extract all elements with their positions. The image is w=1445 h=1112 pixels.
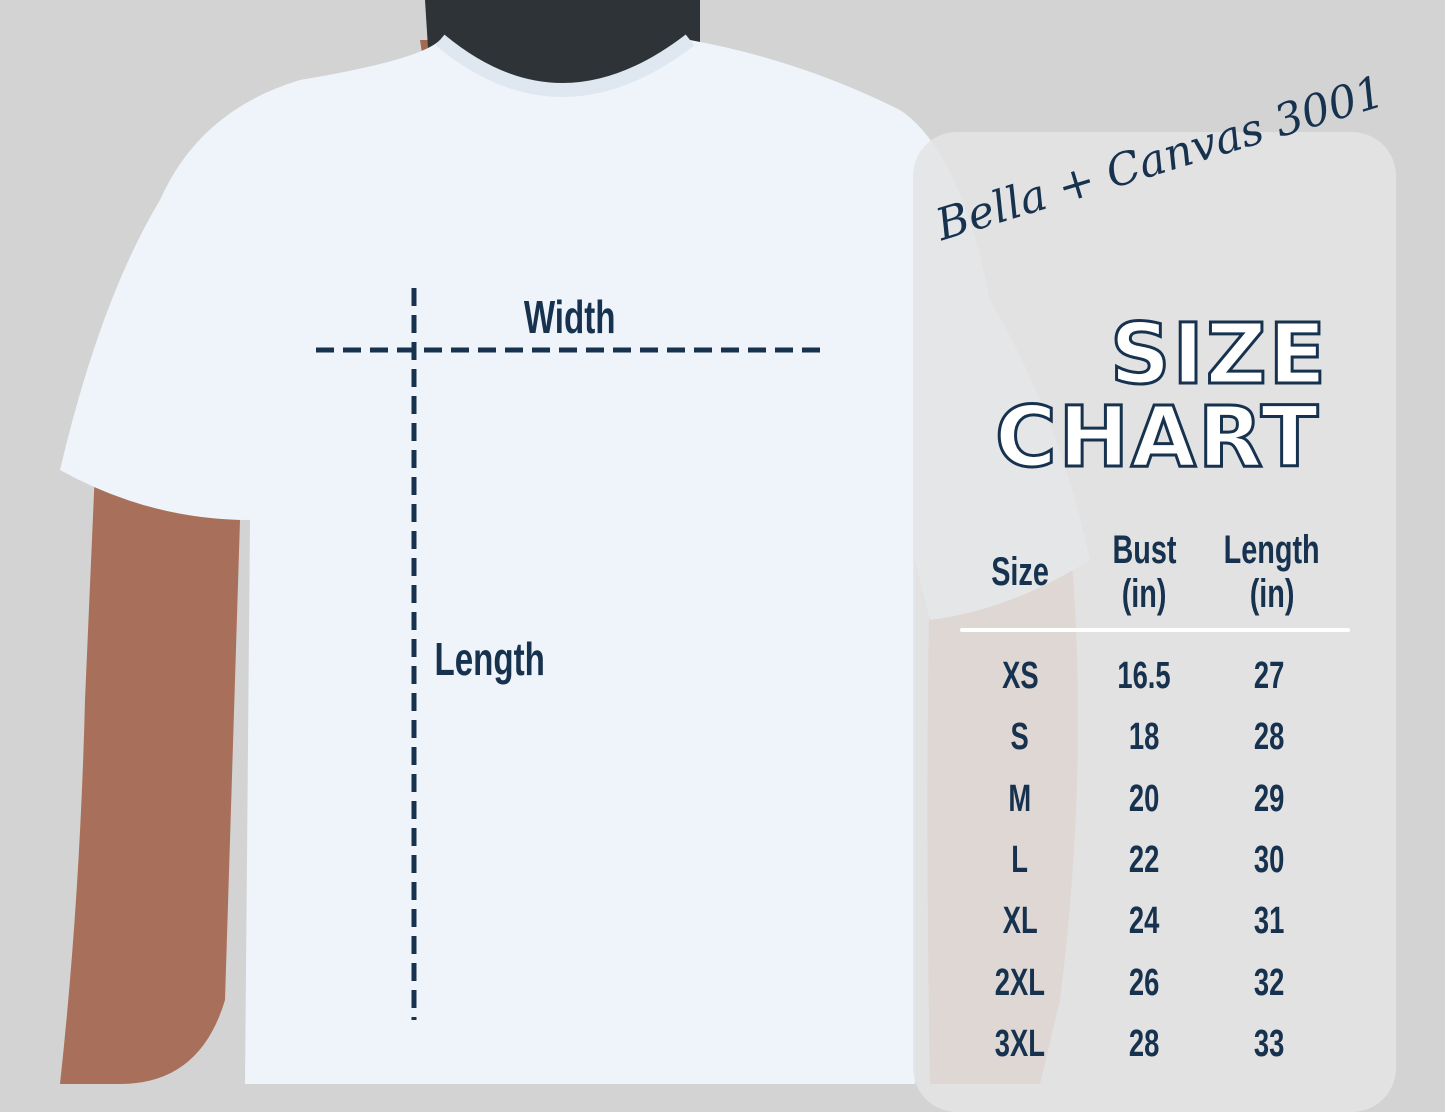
- cell-text: 3XL: [994, 1022, 1046, 1065]
- header-bust: Bust (in): [1064, 528, 1224, 616]
- cell-text: 20: [1128, 777, 1160, 820]
- cell-text: 28: [1253, 716, 1285, 759]
- header-bust-text: Bust: [1111, 528, 1176, 572]
- cell-text: 18: [1128, 716, 1160, 759]
- header-length-unit: (in): [1249, 572, 1295, 616]
- header-size-text: Size: [991, 550, 1049, 594]
- bust-cell: 22: [1074, 839, 1214, 882]
- length-cell: 29: [1199, 778, 1339, 821]
- cell-text: 16.5: [1117, 655, 1171, 697]
- cell-text: 26: [1128, 961, 1160, 1004]
- bust-cell: 20: [1074, 778, 1214, 821]
- size-cell: XS: [950, 655, 1090, 698]
- cell-text: 24: [1128, 900, 1160, 943]
- size-cell: L: [950, 839, 1090, 882]
- bust-cell: 24: [1074, 900, 1214, 943]
- header-bust-unit: (in): [1121, 572, 1167, 616]
- title-size: SIZE: [1108, 304, 1329, 405]
- cell-text: 2XL: [994, 961, 1046, 1004]
- cell-text: 31: [1253, 900, 1285, 943]
- length-cell: 30: [1199, 839, 1339, 882]
- title-chart: CHART: [993, 387, 1321, 488]
- t-shirt: [60, 40, 1090, 1084]
- bust-cell: 16.5: [1074, 655, 1214, 698]
- size-cell: S: [950, 716, 1090, 759]
- cell-text: L: [1011, 838, 1029, 881]
- bust-cell: 28: [1074, 1023, 1214, 1066]
- bust-cell: 26: [1074, 962, 1214, 1005]
- length-label: Length: [400, 632, 580, 686]
- width-label-text: Width: [524, 291, 616, 343]
- cell-text: XS: [1001, 655, 1039, 697]
- header-length: Length (in): [1192, 528, 1352, 616]
- length-cell: 27: [1199, 655, 1339, 698]
- cell-text: 32: [1253, 961, 1285, 1004]
- cell-text: 33: [1253, 1022, 1285, 1065]
- size-cell: 3XL: [950, 1023, 1090, 1066]
- cell-text: S: [1010, 716, 1030, 759]
- header-size: Size: [940, 550, 1100, 594]
- length-cell: 31: [1199, 900, 1339, 943]
- size-cell: 2XL: [950, 962, 1090, 1005]
- size-cell: M: [950, 778, 1090, 821]
- length-label-text: Length: [434, 633, 546, 685]
- size-cell: XL: [950, 900, 1090, 943]
- left-arm: [60, 470, 240, 1084]
- width-label: Width: [480, 290, 660, 344]
- length-cell: 32: [1199, 962, 1339, 1005]
- cell-text: 30: [1253, 838, 1285, 881]
- cell-text: 22: [1128, 838, 1160, 881]
- size-chart-panel: [913, 132, 1396, 1112]
- length-cell: 28: [1199, 716, 1339, 759]
- cell-text: XL: [1002, 900, 1038, 943]
- header-divider: [960, 628, 1350, 632]
- length-cell: 33: [1199, 1023, 1339, 1066]
- cell-text: 29: [1253, 777, 1285, 820]
- cell-text: 27: [1253, 655, 1285, 697]
- cell-text: M: [1008, 777, 1032, 820]
- header-length-text: Length: [1224, 528, 1320, 572]
- cell-text: 28: [1128, 1022, 1160, 1065]
- collar: [435, 34, 695, 97]
- bust-cell: 18: [1074, 716, 1214, 759]
